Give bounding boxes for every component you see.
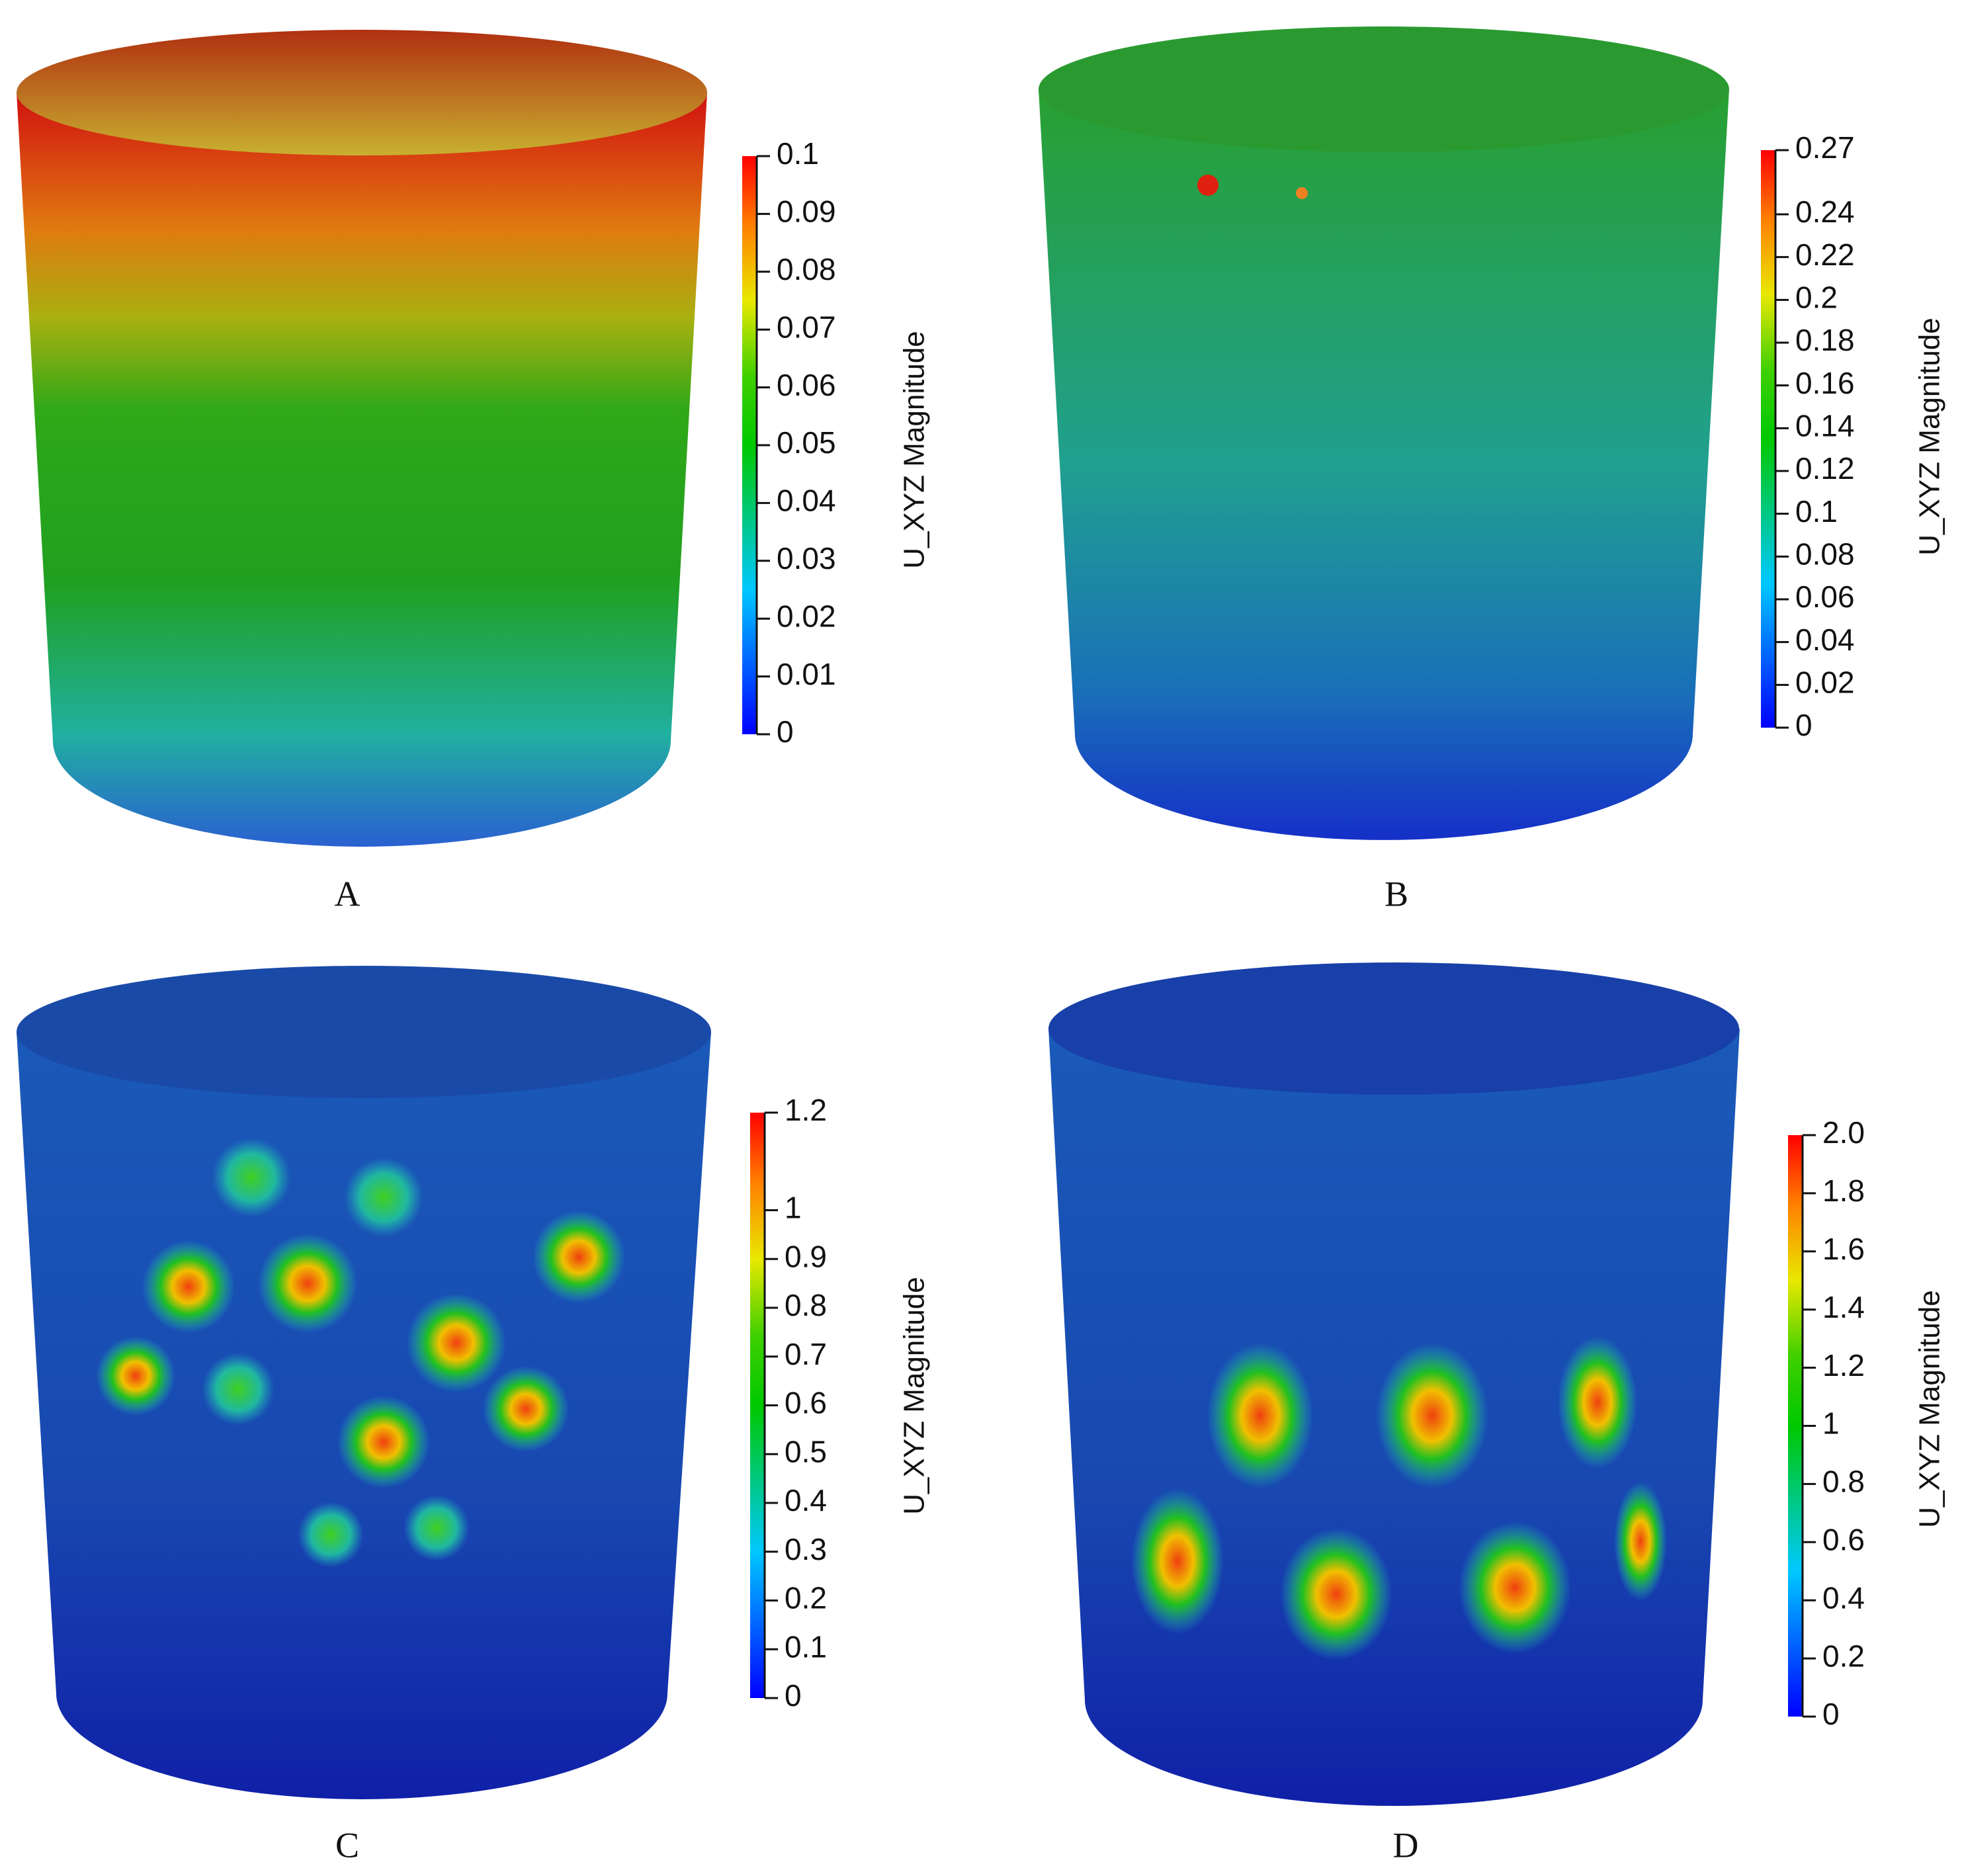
tick-label: 0.07 (777, 310, 836, 344)
tick-label: 0.02 (1795, 665, 1855, 699)
tick-label: 0.08 (777, 252, 836, 286)
tick-label: 0.2 (1822, 1639, 1865, 1673)
tick-label: 0.22 (1795, 237, 1855, 272)
colorbar-title: U_XYZ Magnitude (898, 1277, 931, 1515)
tick-label: 0.04 (1795, 622, 1855, 657)
colorbar-title: U_XYZ Magnitude (898, 331, 931, 569)
tick-label: 0.6 (785, 1386, 827, 1420)
colorbar (742, 156, 757, 734)
tick-label: 0.18 (1795, 323, 1855, 357)
tick-label: 0.09 (777, 194, 836, 229)
tick-label: 0.4 (1822, 1580, 1865, 1615)
tick-label: 0.7 (785, 1337, 827, 1371)
tick-label: 0.8 (1822, 1465, 1865, 1499)
annotations: 0 0.01 0.02 0.03 0.04 0.05 0.06 0.07 0.08 0.09 0.1… (335, 130, 1946, 1865)
tick-label: 0.3 (785, 1532, 827, 1566)
tick-label: 0.14 (1795, 408, 1855, 443)
cylinder-d (1048, 962, 1740, 1806)
tick-label: 0.2 (785, 1581, 827, 1615)
tick-label: 0 (1822, 1697, 1840, 1731)
tick-label: 1.2 (1822, 1348, 1865, 1383)
tick-label: 0.4 (785, 1483, 827, 1517)
tick-label: 1 (1822, 1406, 1840, 1441)
tick-label: 1 (785, 1191, 802, 1225)
tick-label: 0.12 (1795, 451, 1855, 486)
tick-label: 0.06 (1795, 579, 1855, 614)
cylinder-a (17, 30, 707, 847)
tick-label: 0.08 (1795, 536, 1855, 571)
tick-label: 0 (1795, 708, 1813, 742)
tick-label: 1.2 (785, 1093, 827, 1127)
tick-label: 1.6 (1822, 1232, 1865, 1266)
panel-label: A (335, 874, 361, 914)
tick-label: 0.6 (1822, 1522, 1865, 1556)
colorbar (1788, 1135, 1803, 1717)
tick-label: 0.06 (777, 368, 836, 402)
tick-label: 0.24 (1795, 194, 1855, 229)
tick-label: 1.4 (1822, 1290, 1865, 1324)
cylinder-c (17, 966, 711, 1799)
panel-label: C (335, 1825, 359, 1865)
tick-label: 0 (785, 1678, 802, 1713)
colorbar (1761, 150, 1775, 728)
tick-label: 0.02 (777, 599, 836, 633)
panel-label: B (1385, 874, 1408, 914)
tick-label: 0.9 (785, 1239, 827, 1273)
colorbar-title: U_XYZ Magnitude (1914, 1290, 1946, 1528)
cylinder-b (1039, 26, 1729, 840)
tick-label: 0.05 (777, 425, 836, 460)
tick-label: 0.16 (1795, 366, 1855, 400)
tick-label: 1.8 (1822, 1173, 1865, 1208)
tick-label: 0.1 (777, 136, 819, 171)
tick-label: 0.1 (1795, 494, 1838, 529)
tick-label: 0.27 (1795, 130, 1855, 165)
colorbar (750, 1113, 765, 1698)
tick-label: 0.2 (1795, 280, 1838, 314)
colorbar-title: U_XYZ Magnitude (1914, 318, 1946, 556)
tick-label: 0.5 (785, 1434, 827, 1469)
tick-label: 0.8 (785, 1288, 827, 1322)
tick-label: 2.0 (1822, 1115, 1865, 1150)
tick-label: 0.1 (785, 1629, 827, 1664)
tick-label: 0.01 (777, 657, 836, 691)
tick-label: 0.03 (777, 541, 836, 576)
panel-label: D (1393, 1825, 1419, 1865)
tick-label: 0 (777, 714, 794, 749)
tick-label: 0.04 (777, 484, 836, 518)
